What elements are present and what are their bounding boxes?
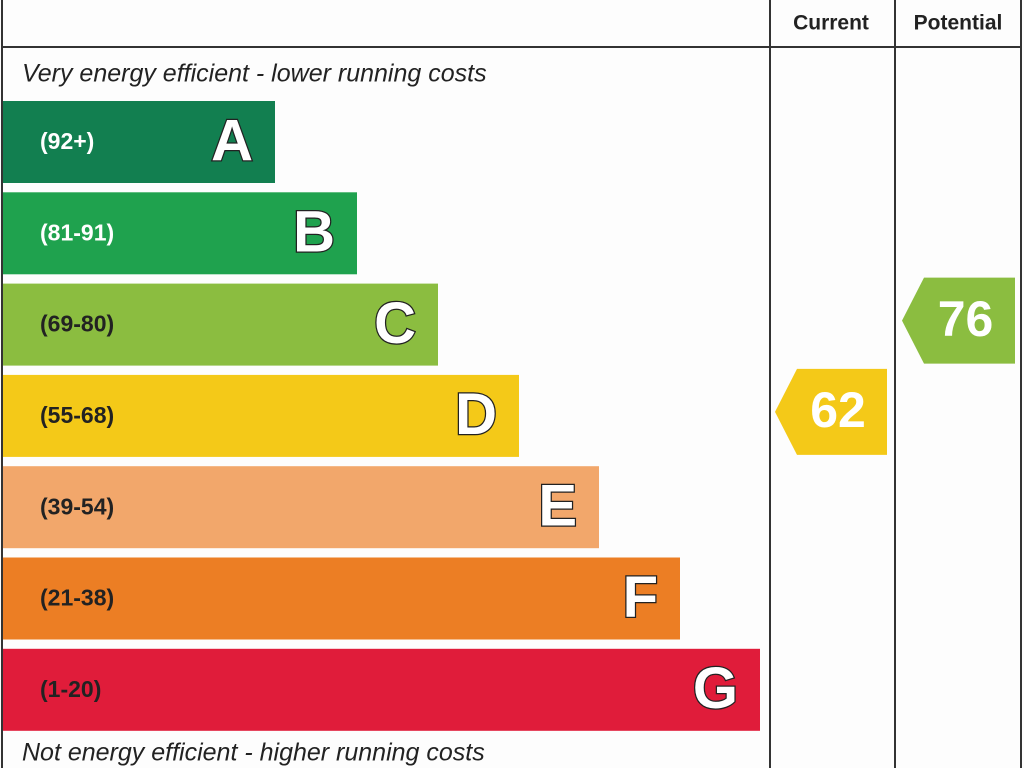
band-range: (21-38) [40,585,114,611]
band-bar [3,648,760,731]
header-potential: Potential [914,12,1003,35]
band-range: (55-68) [40,402,114,428]
potential-arrow [902,277,1015,364]
band-range: (69-80) [40,311,114,337]
potential-value: 76 [938,291,994,347]
band-bar [3,192,357,275]
band-letter: D [455,382,497,447]
band-bar [3,283,438,366]
current-arrow [775,368,887,455]
band-letter: C [374,291,416,356]
band-letter: B [293,200,335,265]
band-range: (81-91) [40,219,114,245]
band-letter: E [538,474,577,539]
band-letter: F [623,565,658,630]
bottom-note: Not energy efficient - higher running co… [22,739,485,767]
band-range: (92+) [40,128,94,154]
band-range: (1-20) [40,676,101,702]
band-bar [3,557,680,640]
band-range: (39-54) [40,493,114,519]
band-letter: A [211,108,253,173]
band-letter: G [693,656,738,721]
current-value: 62 [810,382,866,438]
header-current: Current [793,12,869,35]
band-bar [3,101,275,183]
band-bar [3,466,599,549]
band-bar [3,374,519,457]
top-note: Very energy efficient - lower running co… [22,60,487,88]
